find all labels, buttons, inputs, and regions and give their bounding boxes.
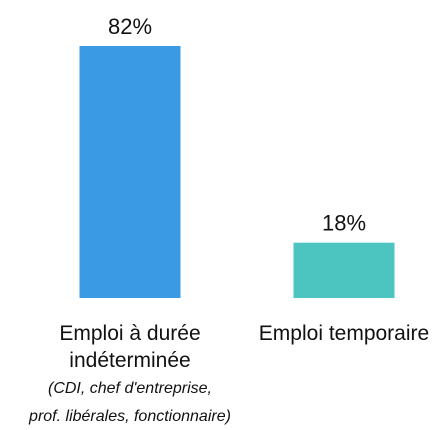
category-label-1-line-2: indéterminée [69, 349, 190, 372]
category-sublabel-1-line-2: prof. libérales, fonctionnaire) [28, 408, 231, 425]
category-label-1-line-1: Emploi à durée [59, 322, 200, 345]
category-label-2-line-1: Emploi temporaire [259, 322, 429, 345]
value-label-2: 18% [322, 211, 366, 236]
category-sublabel-1-line-1: (CDI, chef d'entreprise, [48, 380, 212, 397]
bar-1 [79, 46, 181, 298]
value-label-1: 82% [108, 14, 152, 39]
bar-2 [293, 242, 395, 298]
